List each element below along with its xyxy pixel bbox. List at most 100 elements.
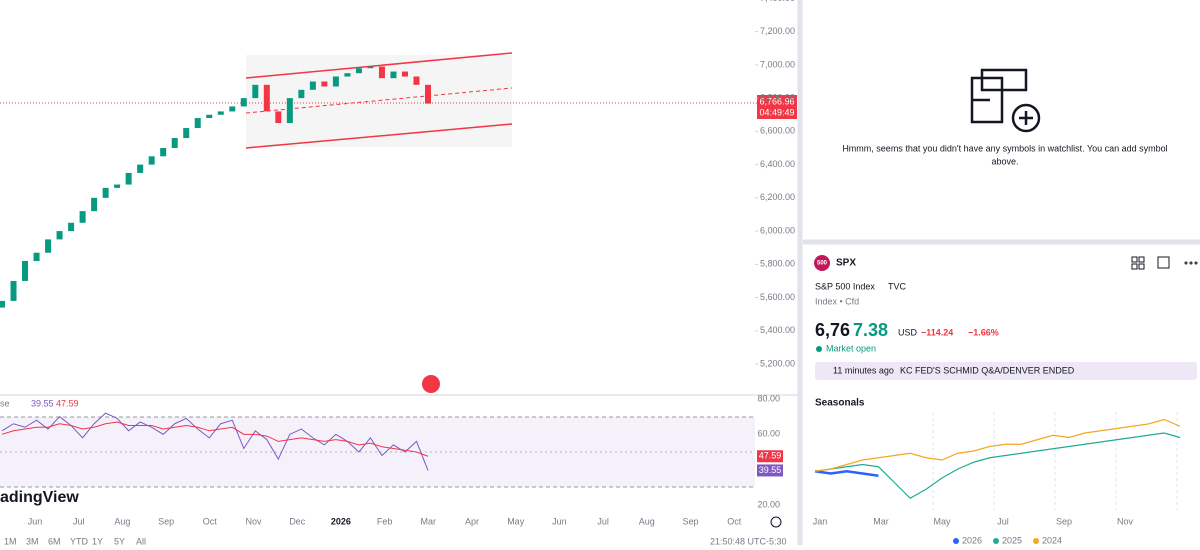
news-text: KC FED'S SCHMID Q&A/DENVER ENDED bbox=[900, 365, 1075, 375]
candle bbox=[217, 111, 224, 115]
candle bbox=[10, 280, 17, 301]
x-tick-label: Mar bbox=[873, 516, 889, 526]
x-tick-label: Jul bbox=[997, 516, 1009, 526]
x-tick-label: Dec bbox=[289, 516, 306, 526]
channel-top[interactable] bbox=[245, 52, 513, 79]
news-banner[interactable] bbox=[815, 362, 1197, 380]
settings-icon[interactable] bbox=[770, 516, 782, 528]
y-tick-label: 7,000.00 bbox=[760, 59, 795, 69]
price-box bbox=[757, 95, 797, 119]
x-tick-label: Feb bbox=[377, 516, 393, 526]
clock: 21:50:48 UTC-5:30 bbox=[710, 536, 787, 545]
range-button[interactable]: YTD bbox=[70, 536, 89, 546]
range-button[interactable]: 1M bbox=[4, 536, 17, 546]
candle bbox=[68, 222, 75, 232]
candle bbox=[183, 128, 190, 139]
candle bbox=[45, 239, 52, 253]
market-status: Market open bbox=[826, 343, 876, 353]
candle bbox=[22, 261, 29, 281]
rsi-value-box bbox=[757, 450, 783, 463]
y-tick-label: 5,200.00 bbox=[760, 358, 795, 368]
channel-bottom[interactable] bbox=[245, 123, 513, 149]
candle bbox=[263, 84, 270, 112]
candle bbox=[275, 111, 282, 124]
x-tick-label: Apr bbox=[465, 516, 479, 526]
y-tick-label: 6,800.00 bbox=[760, 93, 795, 103]
status-dot bbox=[816, 346, 822, 352]
legend-label: 2025 bbox=[1002, 535, 1022, 545]
watchlist-message: above. bbox=[991, 156, 1018, 166]
x-tick-label: Aug bbox=[114, 516, 130, 526]
candle bbox=[125, 172, 132, 185]
rsi-value-label: 47.59 bbox=[759, 451, 782, 461]
y-tick-label: 6,400.00 bbox=[760, 159, 795, 169]
watchlist-message: Hmmm, seems that you didn't have any sym… bbox=[842, 143, 1167, 153]
candle bbox=[401, 71, 408, 77]
seasonals-title: Seasonals bbox=[815, 398, 865, 409]
candle bbox=[413, 76, 420, 85]
legend-swatch bbox=[1033, 538, 1039, 544]
y-tick-label: 7,400.00 bbox=[760, 0, 795, 3]
legend-label: 2024 bbox=[1042, 535, 1062, 545]
toolbar-icons[interactable] bbox=[1131, 256, 1198, 270]
candle bbox=[56, 231, 63, 240]
candle bbox=[148, 156, 155, 165]
candle bbox=[378, 66, 385, 79]
range-button[interactable]: 5Y bbox=[114, 536, 125, 546]
news-time: 11 minutes ago bbox=[833, 365, 894, 375]
candle bbox=[114, 184, 121, 188]
candle bbox=[171, 138, 178, 148]
candle bbox=[229, 106, 236, 112]
x-tick-label: Oct bbox=[203, 516, 218, 526]
candle bbox=[79, 211, 86, 223]
price-tail: 7.38 bbox=[853, 320, 888, 340]
candle bbox=[309, 81, 316, 90]
x-tick-label: Nov bbox=[245, 516, 262, 526]
ticker[interactable]: SPX bbox=[836, 258, 856, 269]
range-button[interactable]: All bbox=[136, 536, 146, 546]
candle bbox=[160, 147, 167, 157]
change-pct: −1.66% bbox=[968, 327, 999, 337]
rsi-line bbox=[1, 421, 429, 457]
legend-label: 2026 bbox=[962, 535, 982, 545]
currency: USD bbox=[898, 327, 918, 337]
candle bbox=[137, 164, 144, 173]
countdown: 04:49:49 bbox=[759, 107, 794, 117]
y-tick-label: 80.00 bbox=[757, 393, 780, 403]
y-tick-label: 5,800.00 bbox=[760, 259, 795, 269]
x-tick-label: Sep bbox=[1056, 516, 1072, 526]
x-tick-label: Jun bbox=[552, 516, 567, 526]
candle bbox=[332, 76, 339, 87]
candle bbox=[425, 84, 431, 104]
rsi-line bbox=[1, 412, 429, 471]
symbol-logo bbox=[814, 255, 830, 271]
x-tick-label: Jul bbox=[597, 516, 609, 526]
candle bbox=[194, 118, 201, 129]
candle bbox=[344, 73, 351, 77]
change: −114.24 bbox=[921, 327, 953, 337]
rsi-value-box bbox=[757, 464, 783, 477]
legend-swatch bbox=[953, 538, 959, 544]
y-tick-label: 6,600.00 bbox=[760, 126, 795, 136]
seasonal-line bbox=[814, 469, 879, 477]
rsi-value-label: 39.55 bbox=[759, 465, 782, 475]
x-tick-label: May bbox=[507, 516, 525, 526]
candle bbox=[286, 98, 293, 124]
x-tick-label: Oct bbox=[727, 516, 742, 526]
events-icon[interactable] bbox=[422, 375, 440, 393]
legend-swatch bbox=[993, 538, 999, 544]
y-tick-label: 20.00 bbox=[757, 499, 780, 509]
range-button[interactable]: 3M bbox=[26, 536, 39, 546]
candle bbox=[33, 252, 40, 262]
y-tick-label: 60.00 bbox=[757, 429, 780, 439]
candle bbox=[390, 71, 397, 79]
candle bbox=[206, 114, 213, 119]
x-tick-label: 2026 bbox=[331, 516, 351, 526]
range-button[interactable]: 1Y bbox=[92, 536, 103, 546]
candle bbox=[252, 84, 259, 99]
candle bbox=[0, 300, 5, 308]
empty-watchlist-icon bbox=[970, 68, 1041, 133]
range-button[interactable]: 6M bbox=[48, 536, 61, 546]
x-tick-label: Aug bbox=[639, 516, 655, 526]
